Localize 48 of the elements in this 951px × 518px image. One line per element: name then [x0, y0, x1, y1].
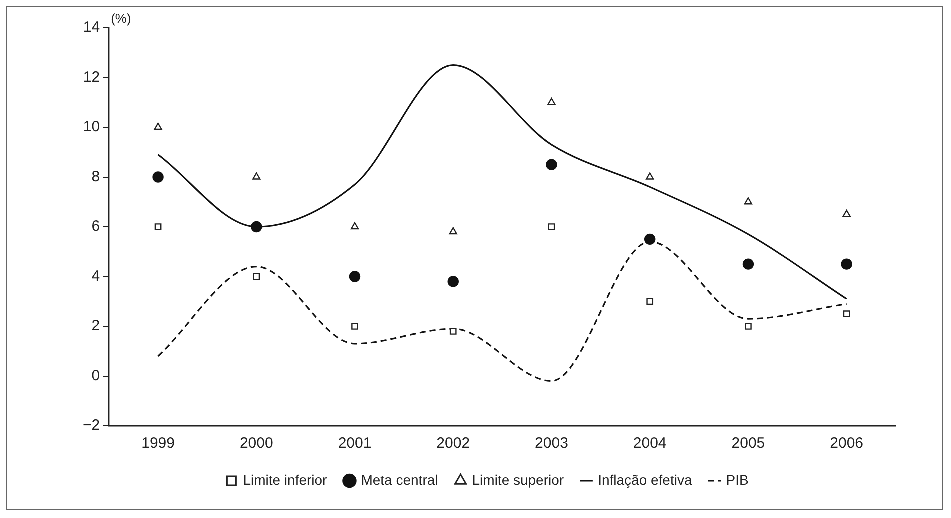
y-tick-label: 14 — [83, 19, 100, 36]
point — [546, 159, 558, 170]
point — [644, 234, 656, 246]
line-series — [157, 64, 848, 300]
point — [646, 172, 654, 180]
point — [352, 323, 358, 330]
point — [744, 198, 753, 205]
point — [646, 298, 654, 306]
point — [842, 210, 851, 218]
x-tick-label: 2002 — [436, 435, 470, 452]
y-tick-label: −2 — [82, 417, 100, 434]
point — [841, 258, 852, 270]
legend-label: Limite superior — [472, 472, 564, 488]
x-tick-label: 2001 — [338, 435, 372, 452]
x-tick-label: 2005 — [732, 435, 766, 452]
y-tick-label: 8 — [92, 168, 100, 186]
y-tick-label: 2 — [92, 318, 100, 335]
point — [449, 227, 458, 235]
point — [548, 224, 556, 230]
legend-label: Inflação efetiva — [598, 472, 692, 488]
point — [152, 172, 164, 183]
x-tick-label: 2003 — [535, 435, 568, 452]
y-tick-label: 12 — [83, 68, 100, 86]
x-tick-label: 1999 — [142, 435, 175, 452]
x-tick-label: 2006 — [830, 435, 864, 452]
legend-label: PIB — [726, 472, 749, 488]
point — [154, 122, 162, 130]
point — [253, 273, 260, 280]
point — [252, 172, 261, 180]
legend-label: Meta central — [361, 472, 438, 488]
point — [742, 258, 754, 270]
y-tick-label: 10 — [83, 118, 100, 136]
y-tick-label: 4 — [92, 268, 100, 285]
legend-label: Limite inferior — [243, 472, 328, 488]
point — [745, 323, 752, 330]
point — [154, 224, 162, 230]
y-tick-label: 0 — [92, 367, 100, 384]
y-tick-label: 6 — [92, 218, 100, 236]
y-axis-title: (%) — [111, 11, 132, 26]
point — [251, 221, 262, 233]
point — [448, 276, 459, 288]
x-tick-label: 2004 — [633, 435, 667, 452]
point — [450, 328, 457, 335]
point — [349, 271, 361, 282]
point — [548, 98, 556, 106]
point — [350, 222, 360, 230]
point — [843, 310, 850, 318]
x-tick-label: 2000 — [240, 435, 274, 452]
